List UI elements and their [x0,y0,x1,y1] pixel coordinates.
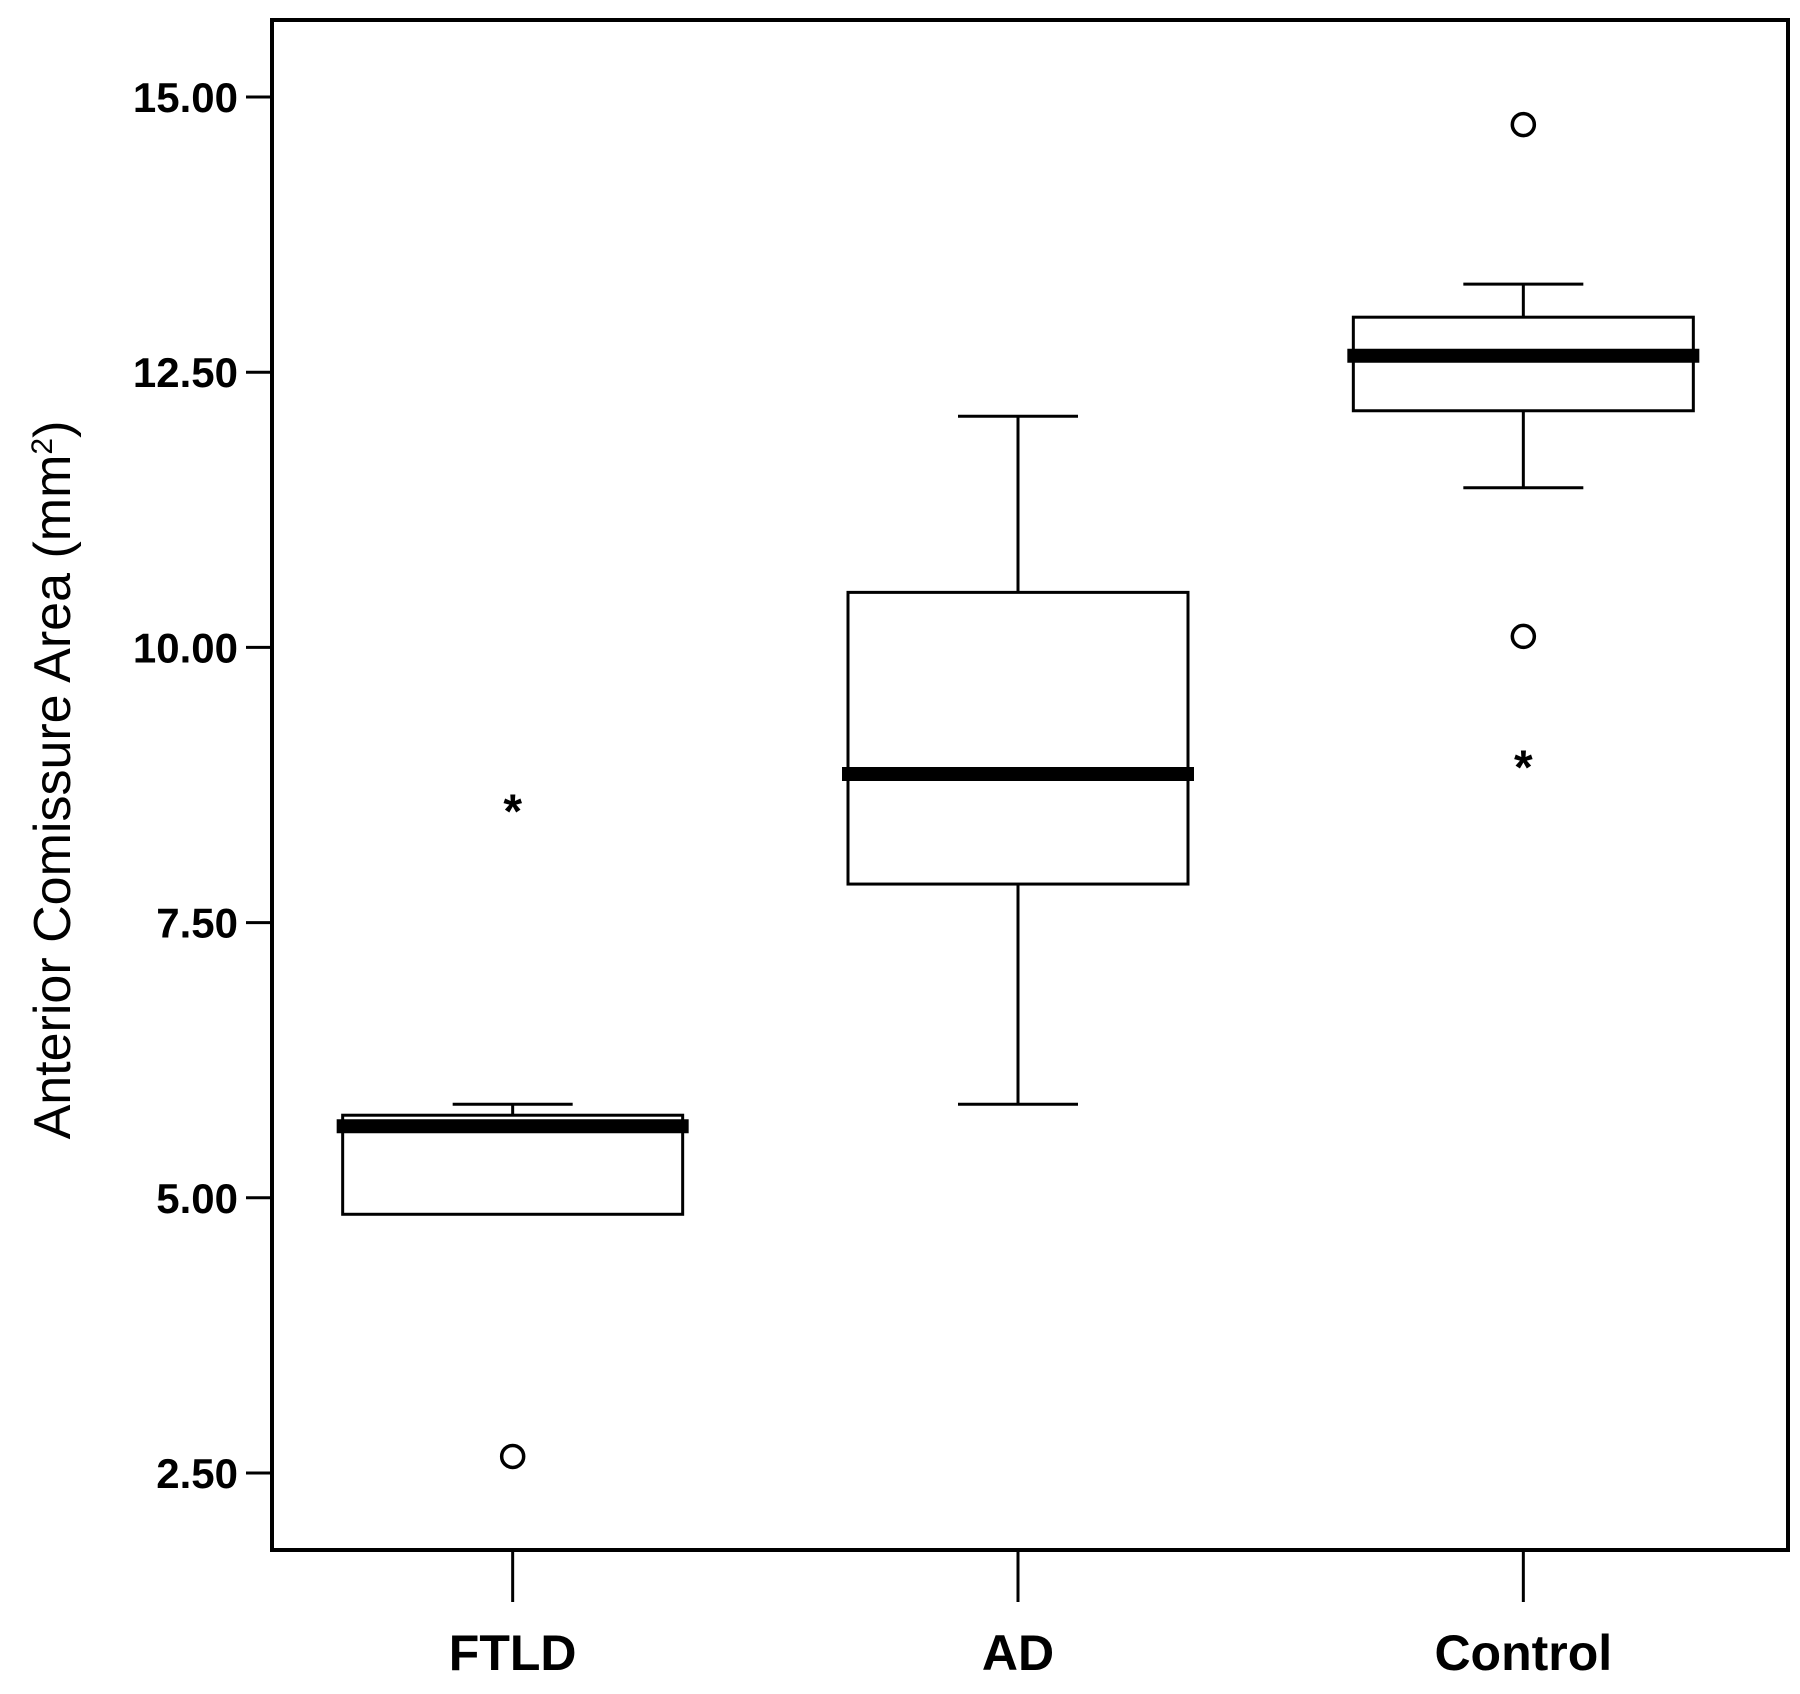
boxes-group: ** [336,111,1700,1470]
y-tick-label: 10.00 [133,624,238,671]
y-tick-label: 15.00 [133,74,238,121]
iqr-box [846,590,1190,886]
y-axis: 2.50 5.00 7.50 10.00 12.50 15.00 [133,74,272,1497]
x-tick-label: AD [982,1625,1054,1681]
box-ftld: * [336,786,689,1470]
y-tick-label: 2.50 [156,1450,238,1497]
outlier-point [499,1443,526,1470]
extreme-point: * [503,786,522,839]
extreme-point: * [1514,741,1533,794]
y-axis-title-suffix: ) [24,421,82,438]
outlier-point [1510,111,1537,138]
y-tick-label: 12.50 [133,349,238,396]
y-tick-label: 5.00 [156,1175,238,1222]
x-axis: FTLD AD Control [449,1550,1612,1681]
y-axis-title-superscript: 2 [26,438,59,455]
iqr-box [1351,315,1695,413]
y-tick-label: 7.50 [156,900,238,947]
y-axis-title: Anterior Comissure Area (mm2) [24,421,82,1140]
x-tick-label: Control [1434,1625,1612,1681]
x-tick-label: FTLD [449,1625,577,1681]
box-control: * [1347,111,1700,794]
box-ad [842,414,1194,1106]
y-axis-title-main: Anterior Comissure Area (mm [24,455,82,1140]
outlier-point [1510,623,1537,650]
plot-frame [270,18,1790,1552]
